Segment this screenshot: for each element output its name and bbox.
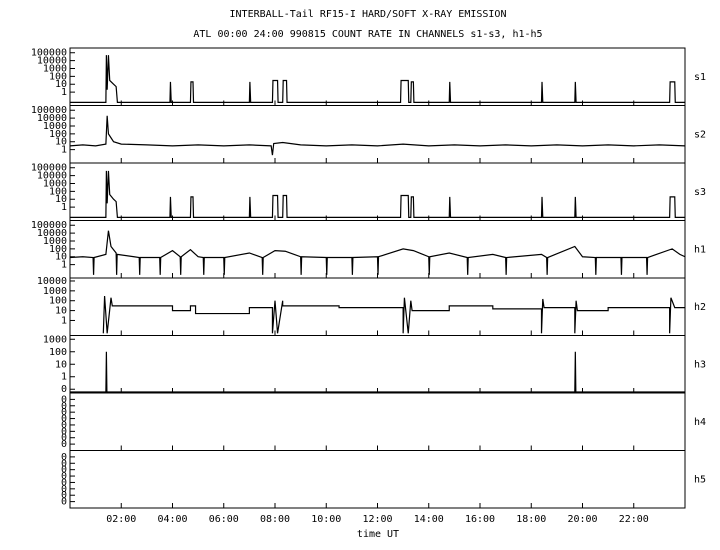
data-line [70,55,685,103]
x-tick-label: 12:00 [362,514,392,525]
y-tick-label: 0 [61,439,67,450]
channel-label: s2 [694,129,706,140]
y-tick-label: 0 [61,497,67,508]
data-line [70,115,685,156]
channel-label: h2 [694,302,706,313]
x-tick-label: 08:00 [260,514,290,525]
y-tick-label: 10 [55,137,67,148]
channel-label: h4 [694,417,706,428]
y-tick-label: 0 [61,420,67,431]
y-tick-label: 0 [61,465,67,476]
chart-title: INTERBALL-Tail RF15-I HARD/SOFT X-RAY EM… [230,9,507,20]
channel-label: s3 [694,187,706,198]
y-tick-label: 0 [61,407,67,418]
y-tick-label: 100 [49,186,67,197]
data-line [70,230,685,275]
channel-label: h5 [694,474,706,485]
y-tick-label: 1000 [43,121,67,132]
y-tick-label: 0 [61,426,67,437]
x-tick-label: 06:00 [209,514,239,525]
data-line [70,351,685,393]
x-tick-label: 14:00 [414,514,444,525]
x-tick-label: 02:00 [106,514,136,525]
y-tick-label: 100000 [31,163,67,174]
y-tick-label: 0 [61,414,67,425]
data-line [102,295,685,334]
channel-label: s1 [694,72,706,83]
y-tick-label: 10 [55,252,67,263]
chart-subtitle: ATL 00:00 24:00 990815 COUNT RATE IN CHA… [193,29,542,40]
y-tick-label: 10 [55,359,67,370]
y-tick-label: 0 [61,384,67,395]
y-tick-label: 1 [61,315,67,326]
y-tick-label: 100 [49,296,67,307]
y-tick-label: 10000 [37,276,67,287]
y-tick-label: 10000 [37,113,67,124]
y-tick-label: 0 [61,458,67,469]
y-tick-label: 10000 [37,228,67,239]
y-tick-label: 10000 [37,171,67,182]
y-tick-label: 1000 [43,236,67,247]
y-tick-label: 100000 [31,220,67,231]
x-tick-label: 04:00 [157,514,187,525]
y-tick-label: 1000 [43,334,67,345]
y-tick-label: 10 [55,79,67,90]
y-tick-label: 0 [61,490,67,501]
y-tick-label: 0 [61,484,67,495]
y-tick-label: 0 [61,452,67,463]
y-tick-label: 10 [55,194,67,205]
channel-label: h3 [694,359,706,370]
channel-label: h1 [694,244,706,255]
y-tick-label: 100 [49,244,67,255]
y-tick-label: 1 [61,87,67,98]
y-tick-label: 1 [61,202,67,213]
y-tick-label: 1 [61,372,67,383]
x-axis-label: time UT [357,529,399,540]
y-tick-label: 1 [61,145,67,156]
y-tick-label: 1000 [43,178,67,189]
y-tick-label: 100 [49,129,67,140]
y-tick-label: 0 [61,477,67,488]
y-tick-label: 1000 [43,63,67,74]
y-tick-label: 100 [49,71,67,82]
x-tick-label: 20:00 [567,514,597,525]
x-tick-label: 10:00 [311,514,341,525]
y-tick-label: 0 [61,471,67,482]
y-tick-label: 0 [61,394,67,405]
y-tick-label: 1000 [43,286,67,297]
y-tick-label: 0 [61,433,67,444]
x-tick-label: 18:00 [516,514,546,525]
x-tick-label: 16:00 [465,514,495,525]
y-tick-label: 0 [61,401,67,412]
y-tick-label: 1 [61,260,67,271]
data-line [70,170,685,218]
y-tick-label: 100 [49,347,67,358]
x-tick-label: 22:00 [619,514,649,525]
y-tick-label: 100000 [31,48,67,59]
y-tick-label: 10000 [37,56,67,67]
y-tick-label: 10 [55,306,67,317]
y-tick-label: 100000 [31,105,67,116]
